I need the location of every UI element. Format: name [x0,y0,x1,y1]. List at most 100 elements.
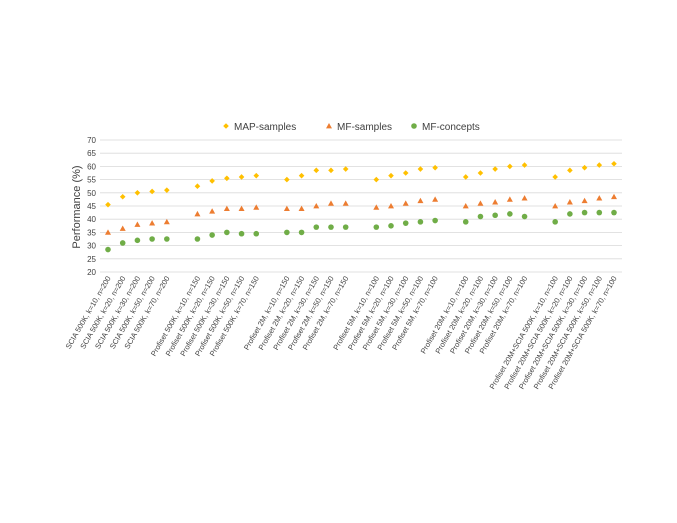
point-mf-concepts [581,209,588,216]
point-mf-samples [223,205,230,212]
legend-label-mf-concepts: MF-concepts [422,122,480,133]
point-mf-concepts [224,229,230,236]
y-tick-label: 40 [87,215,96,224]
point-map-samples [521,162,528,168]
point-map-samples [492,166,498,172]
point-mf-samples [119,225,126,231]
point-mf-samples [313,203,320,209]
point-map-samples [298,172,305,179]
legend-marker-mf-samples [326,123,332,129]
point-mf-samples [209,208,216,214]
point-mf-concepts [373,224,380,230]
point-mf-concepts [194,236,201,242]
point-mf-samples [194,210,201,217]
legend-label-mf-samples: MF-samples [337,122,392,133]
point-mf-samples [149,220,156,226]
point-map-samples [462,174,469,180]
legend: MAP-samples MF-samples MF-concepts [223,122,480,133]
point-map-samples [552,174,558,180]
point-mf-concepts [119,240,126,246]
point-mf-concepts [238,230,245,237]
y-tick-label: 60 [87,162,96,171]
point-mf-samples [596,195,603,201]
point-map-samples [105,201,111,208]
point-mf-samples [298,205,305,212]
point-map-samples [611,160,617,167]
point-mf-concepts [253,230,260,237]
point-mf-concepts [164,236,170,242]
point-mf-concepts [328,224,334,230]
gridlines [100,139,622,273]
point-mf-concepts [432,217,438,224]
point-map-samples [224,175,230,182]
point-map-samples [581,164,588,171]
point-mf-samples [611,193,617,200]
point-map-samples [402,170,409,176]
point-map-samples [417,166,424,172]
point-map-samples [328,167,334,174]
point-mf-samples [163,218,170,225]
point-map-samples [373,176,380,183]
y-tick-label: 45 [87,202,96,211]
point-mf-concepts [342,224,349,230]
point-mf-samples [566,199,573,205]
point-mf-samples [581,197,588,204]
point-mf-samples [521,195,528,201]
y-tick-label: 25 [87,255,96,264]
point-map-samples [194,183,201,189]
point-mf-concepts [134,237,141,244]
point-map-samples [284,176,290,183]
point-mf-concepts [313,224,320,230]
point-mf-concepts [611,209,617,216]
point-mf-concepts [492,212,498,219]
point-mf-samples [552,203,559,209]
point-mf-concepts [149,236,155,242]
data-points [105,160,617,253]
point-map-samples [164,187,170,193]
legend-marker-map-samples [223,123,229,129]
point-mf-samples [432,196,439,202]
y-tick-label: 70 [87,136,96,145]
y-tick-label: 30 [87,242,96,251]
point-mf-concepts [477,213,484,220]
point-mf-concepts [284,229,290,236]
point-mf-concepts [105,246,111,253]
point-mf-samples [342,200,349,206]
point-map-samples [567,167,573,174]
point-mf-samples [373,204,380,210]
point-mf-samples [105,229,111,235]
point-mf-samples [506,196,513,202]
point-map-samples [432,164,438,171]
y-tick-label: 35 [87,228,96,237]
point-map-samples [134,190,141,196]
point-map-samples [238,174,245,180]
point-map-samples [253,172,260,179]
point-map-samples [209,178,215,184]
point-mf-samples [402,200,409,206]
point-mf-samples [417,197,424,204]
point-map-samples [507,163,513,170]
point-map-samples [477,170,484,176]
legend-label-map-samples: MAP-samples [234,122,296,133]
point-mf-samples [477,200,484,206]
y-axis-title: Performance (%) [71,165,83,248]
point-mf-concepts [209,232,215,238]
point-mf-concepts [402,220,409,226]
y-tick-label: 55 [87,176,96,185]
point-mf-samples [283,205,290,212]
point-mf-concepts [596,209,603,216]
point-map-samples [149,188,155,195]
point-mf-samples [492,199,499,205]
y-axis: 20 25 30 35 40 45 50 55 60 65 70 [87,136,96,277]
point-mf-concepts [388,223,394,229]
point-mf-concepts [567,211,573,217]
point-mf-samples [253,204,260,210]
point-map-samples [119,193,126,200]
point-mf-concepts [507,211,513,217]
point-mf-concepts [298,229,305,236]
y-tick-label: 65 [87,149,96,158]
y-tick-label: 20 [87,268,96,277]
point-mf-samples [134,221,141,227]
point-mf-concepts [552,219,558,225]
